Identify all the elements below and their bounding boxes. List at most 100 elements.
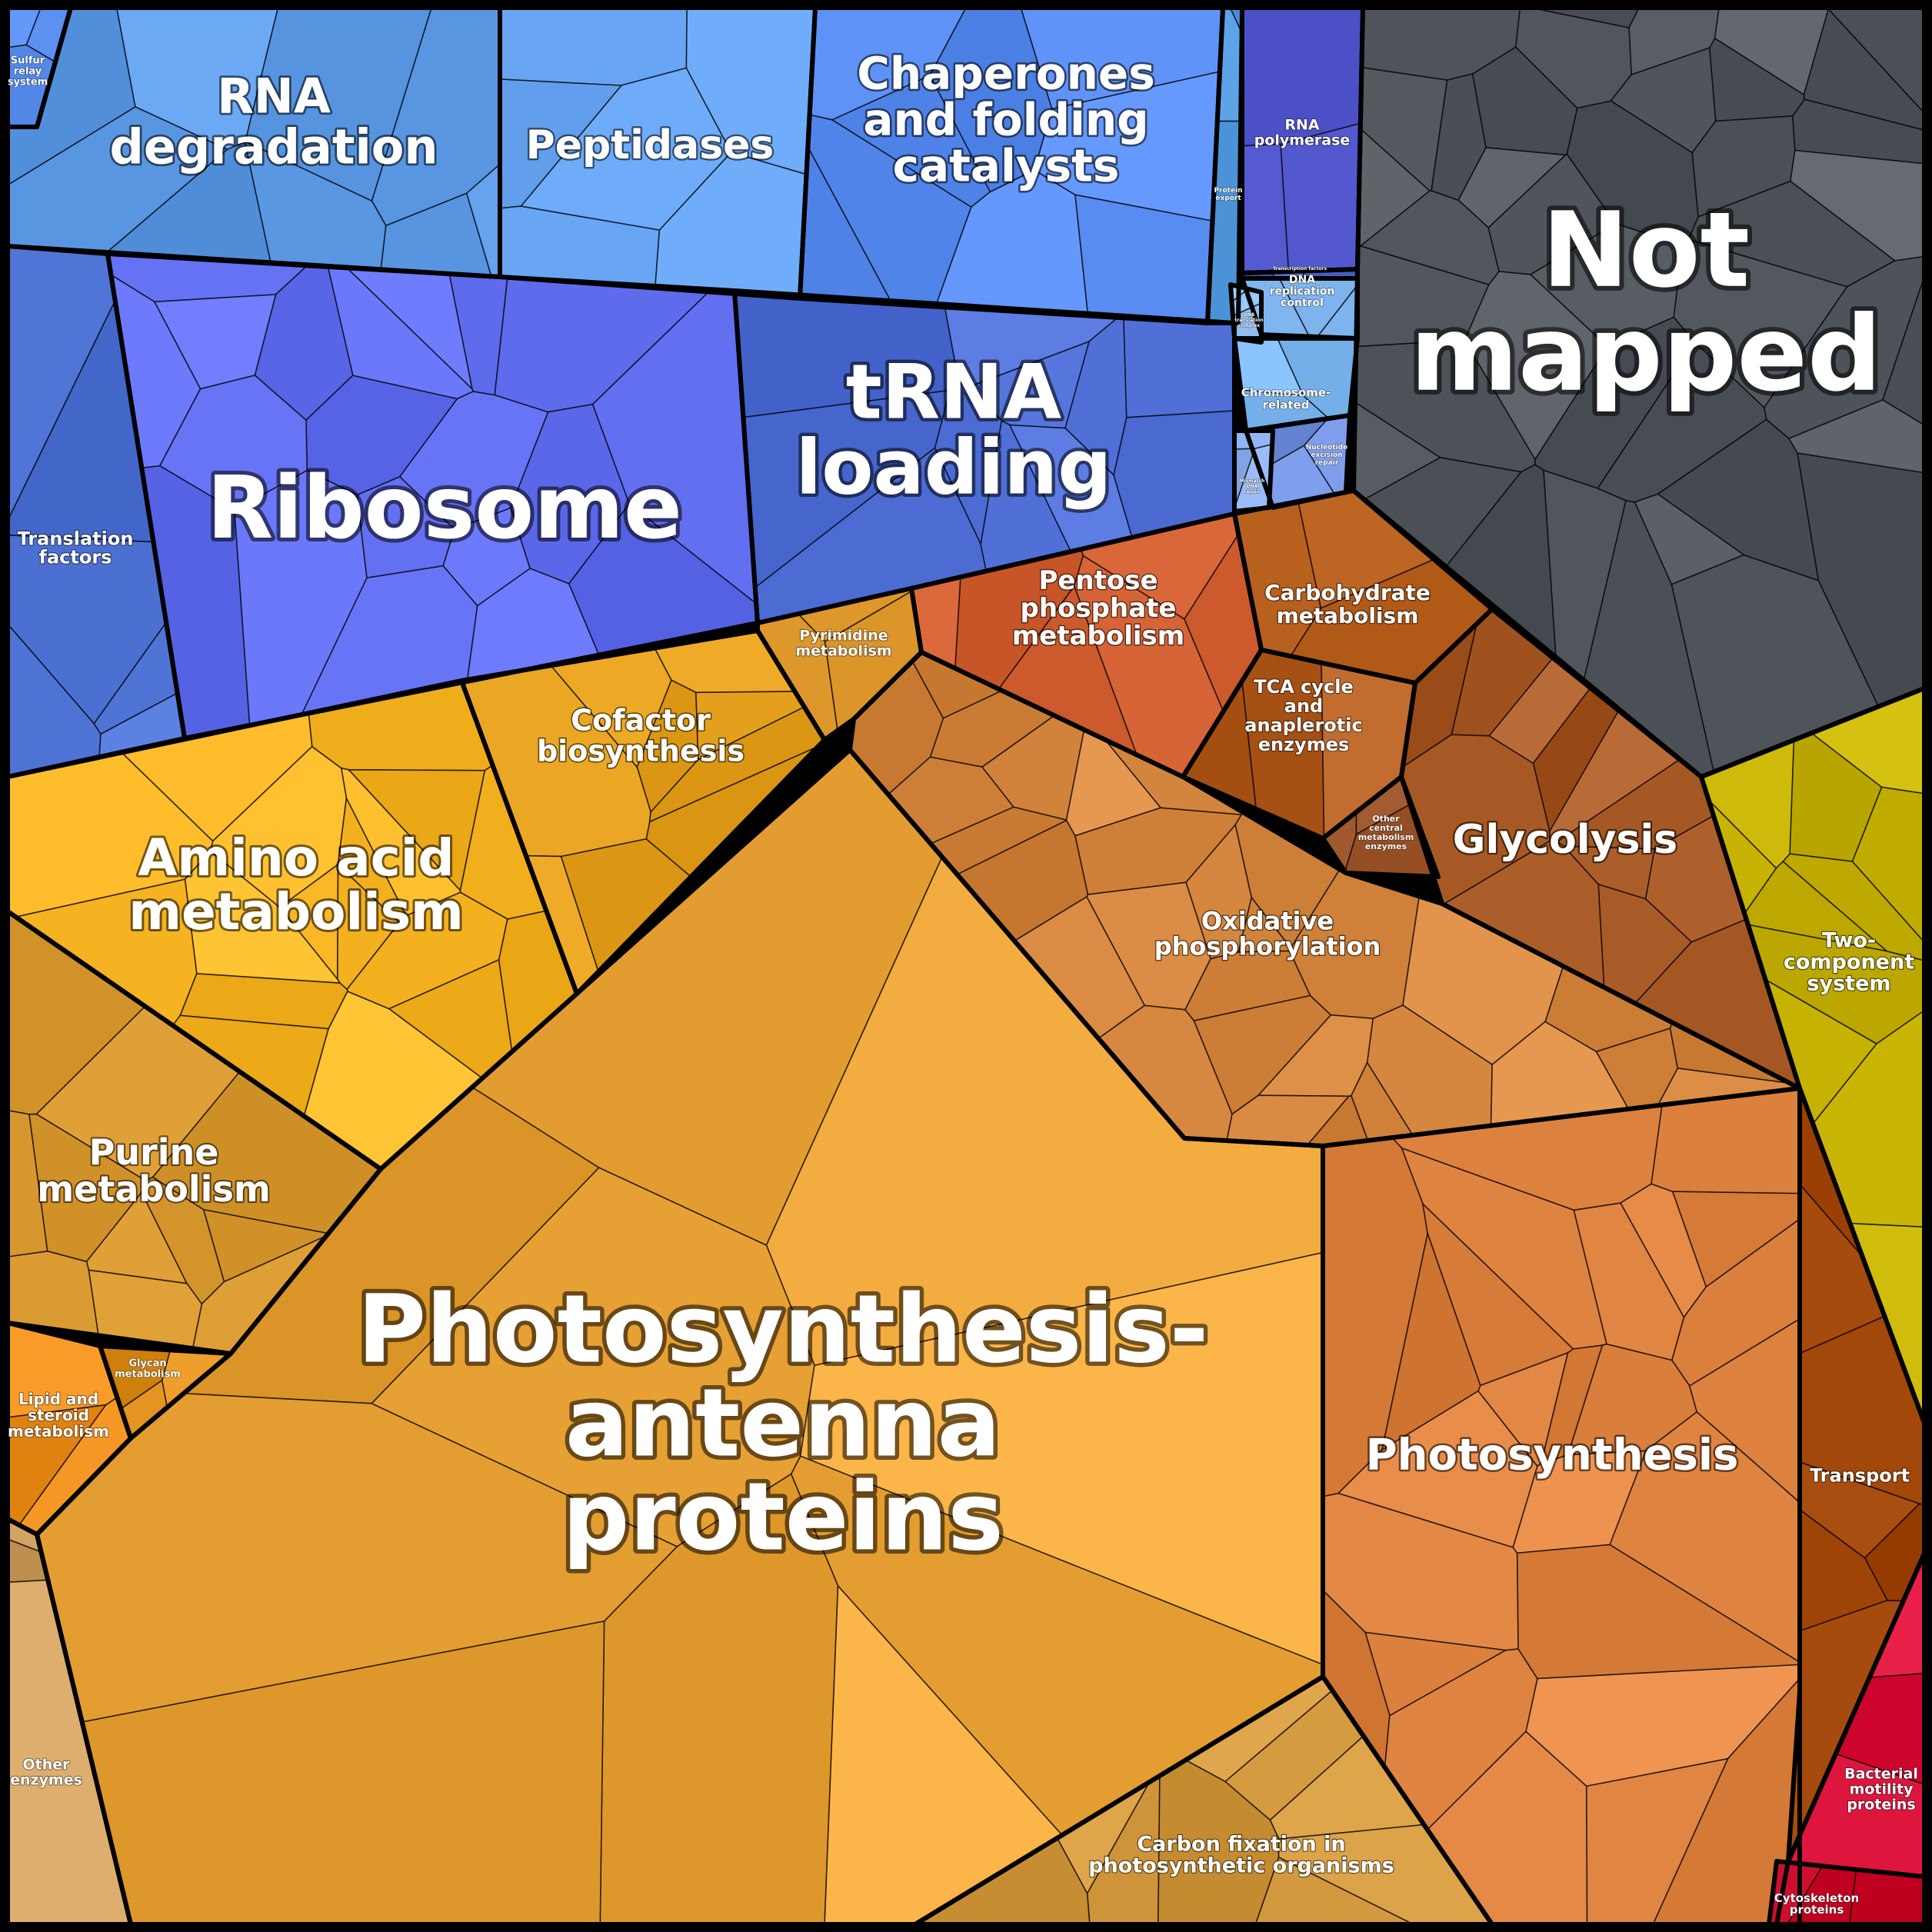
label-dna-translation-line: translation <box>1234 318 1263 323</box>
label-nucleotide-excision-line: repair <box>1315 459 1339 467</box>
label-cytoskeleton-line: proteins <box>1790 1903 1844 1917</box>
label-pyrimidine-line: metabolism <box>795 643 891 660</box>
protein-cell <box>323 254 475 400</box>
protein-cell <box>1242 143 1290 273</box>
protein-cell <box>1516 1544 1800 1680</box>
label-photosynthesis-antenna-line: proteins <box>562 1463 1004 1572</box>
label-dna-replication-line: DNA <box>1289 274 1315 286</box>
protein-cell <box>1651 1088 1800 1194</box>
label-lipid-line: metabolism <box>8 1422 109 1441</box>
label-photosynthesis-line: Photosynthesis <box>1366 1431 1739 1481</box>
protein-cell <box>519 67 732 231</box>
subcells-rna-degradation <box>8 8 500 277</box>
label-other-central-line: central <box>1369 823 1403 833</box>
protein-cell <box>591 254 758 609</box>
label-glycan-line: metabolism <box>115 1369 181 1381</box>
protein-cell <box>929 8 1053 193</box>
protein-cell <box>1691 115 1796 218</box>
protein-cell <box>800 125 906 323</box>
protein-cell <box>8 1404 108 1534</box>
label-other-enzymes-line: Other <box>22 1757 70 1774</box>
protein-cell <box>1540 1344 1604 1465</box>
label-not-mapped-line: mapped <box>1410 294 1881 415</box>
label-carbon-fixation-line: photosynthetic organisms <box>1088 1854 1394 1877</box>
label-not-mapped-line: Not <box>1542 190 1750 311</box>
label-rna-polymerase-line: polymerase <box>1254 132 1351 149</box>
protein-cell <box>1782 853 1924 963</box>
label-bacterial-motility-line: Bacterial <box>1844 1766 1918 1783</box>
protein-cell <box>653 152 815 298</box>
protein-cell <box>347 769 486 892</box>
label-peptidases-line: Peptidases <box>526 122 774 168</box>
protein-cell <box>388 958 521 1108</box>
protein-cell <box>1074 194 1223 323</box>
protein-cell <box>1650 1672 1800 1924</box>
label-nucleotide-excision-line: excision <box>1311 451 1342 459</box>
label-other-central-line: Other <box>1372 814 1400 824</box>
protein-cell <box>648 694 824 823</box>
protein-cell <box>1270 531 1492 683</box>
label-rna-polymerase-line: RNA <box>1284 117 1320 134</box>
label-two-component-line: component <box>1784 950 1914 974</box>
label-sulfur-line: relay <box>14 66 42 78</box>
protein-cell <box>799 1251 1323 1667</box>
label-purine-line: Purine <box>89 1131 219 1173</box>
label-other-central-line: metabolism <box>1358 832 1414 842</box>
label-pentose-phosphate-line: Pentose <box>1038 565 1158 596</box>
label-carbon-fixation-line: Carbon fixation in <box>1137 1832 1345 1856</box>
protein-cell <box>245 8 434 202</box>
label-photosynthesis-antenna-line: antenna <box>565 1369 1001 1478</box>
protein-cell <box>1431 73 1487 202</box>
protein-cell <box>1242 8 1363 147</box>
protein-cell <box>37 1384 678 1733</box>
label-lipid-line: Lipid and <box>18 1390 98 1408</box>
protein-cell <box>1303 415 1350 508</box>
label-nucleotide-excision-line: Nucleotide <box>1306 444 1348 451</box>
protein-cell <box>1763 255 1924 440</box>
label-chaperones-line: and folding <box>863 93 1148 145</box>
protein-cell <box>500 8 688 86</box>
label-cofactor-line: Cofactor <box>571 703 711 737</box>
protein-cell <box>28 1113 147 1263</box>
protein-cell <box>158 375 308 511</box>
protein-cell <box>8 534 185 724</box>
label-amino-acid-line: Amino acid <box>138 828 454 888</box>
label-trna-loading-line: tRNA <box>846 348 1061 436</box>
label-protein-export-line: Protein <box>1214 187 1242 195</box>
label-dna-translation-line: DNA <box>1244 312 1255 318</box>
label-other-enzymes-line: enzymes <box>10 1772 82 1789</box>
label-oxidative-line: phosphorylation <box>1154 932 1381 961</box>
label-rna-degradation-line: degradation <box>109 119 438 175</box>
label-trna-loading-line: loading <box>796 424 1112 511</box>
label-carbohydrate-line: metabolism <box>1277 603 1419 628</box>
label-transcription-factors-line: Transcription factors <box>1273 266 1327 271</box>
protein-cell <box>37 1620 605 1924</box>
subcells-ribosome <box>108 254 758 738</box>
subcells-chaperones <box>800 8 1223 323</box>
label-tca-line: anaplerotic <box>1244 715 1362 736</box>
label-chromosome-line: Chromosome- <box>1241 385 1331 399</box>
label-other-central-line: enzymes <box>1365 841 1407 851</box>
label-cytoskeleton-line: Cytoskeleton <box>1774 1891 1859 1905</box>
region-outline-dna-translation <box>1228 282 1264 345</box>
protein-cell <box>1274 338 1357 431</box>
label-translation-factors-line: factors <box>39 546 112 568</box>
label-tca-line: enzymes <box>1258 734 1350 755</box>
protein-cell <box>1311 278 1357 338</box>
label-pentose-phosphate-line: phosphate <box>1021 593 1177 624</box>
label-protein-export-line: export <box>1215 195 1241 202</box>
label-chaperones-line: catalysts <box>893 139 1120 192</box>
protein-cell <box>1688 1315 1800 1507</box>
label-two-component-line: system <box>1807 971 1890 995</box>
label-sulfur-line: Sulfur <box>11 55 45 67</box>
label-mismatch-line: Mismatch <box>1240 478 1265 484</box>
label-two-component-line: Two- <box>1822 928 1876 952</box>
label-glycolysis-line: Glycolysis <box>1453 817 1677 863</box>
protein-cell <box>72 141 275 277</box>
label-purine-line: metabolism <box>37 1168 271 1210</box>
subcells-rna-polymerase <box>1242 8 1363 273</box>
protein-cell <box>1354 8 1521 81</box>
